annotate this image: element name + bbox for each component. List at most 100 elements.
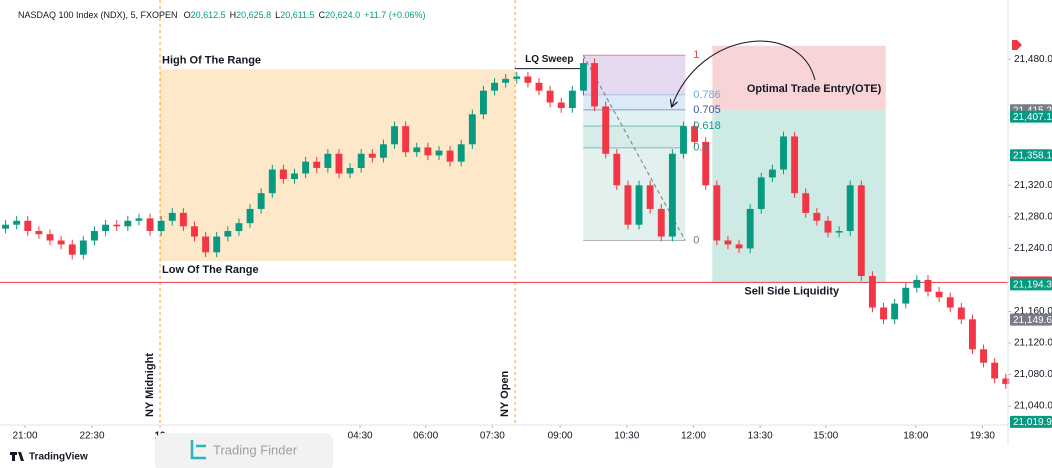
candle-body	[824, 220, 832, 233]
candle-body	[2, 224, 10, 229]
y-tick-label: 21,280.0	[1014, 211, 1052, 222]
candles	[2, 58, 1010, 389]
flag-icon	[1012, 40, 1017, 50]
x-tick-label: 22:30	[80, 431, 105, 442]
stop-zone	[712, 45, 886, 111]
candle-body	[179, 212, 187, 227]
candle-body	[468, 114, 476, 145]
candle-body	[768, 169, 776, 178]
candle-body	[680, 126, 687, 154]
candle-body	[835, 231, 843, 233]
candle-body	[402, 126, 410, 153]
price-label: 21,407.1	[1013, 112, 1052, 123]
candle-body	[446, 150, 454, 162]
ohlc-key: O	[184, 10, 191, 20]
candle-body	[568, 90, 576, 109]
x-tick-label: 13:30	[748, 431, 773, 442]
price-label: 21,194.3	[1013, 280, 1052, 291]
candle-body	[346, 167, 354, 174]
candle-body	[935, 291, 943, 298]
candle-body	[24, 220, 32, 232]
y-tick-label: 21,160.0	[1014, 306, 1052, 317]
candle-body	[880, 307, 887, 320]
candle-body	[146, 218, 154, 232]
candle-body	[124, 220, 132, 227]
ohlc-key: L	[275, 10, 280, 20]
candle-body	[302, 161, 310, 174]
watermark-box	[155, 433, 333, 468]
x-tick-label: 10:30	[614, 431, 639, 442]
watermark-icon	[190, 440, 206, 460]
candle-body	[991, 362, 999, 379]
fib-zone	[583, 109, 686, 126]
candle-body	[157, 220, 165, 232]
candle-body	[35, 231, 43, 235]
fib-label: 0.618	[693, 120, 721, 132]
x-tick-label: 19:30	[970, 431, 995, 442]
fib-trend	[582, 54, 686, 241]
y-tick-label: 21,040.0	[1014, 401, 1052, 412]
candle-body	[591, 63, 599, 107]
candle-body	[502, 78, 510, 83]
candle-body	[457, 144, 465, 162]
brand: TradingView	[29, 452, 88, 463]
y-tick-label: 21,320.0	[1014, 180, 1052, 191]
sweep-label: LQ Sweep	[525, 54, 573, 65]
candle-body	[279, 169, 287, 179]
candle-body	[435, 150, 443, 156]
y-tick-label: 21,240.0	[1014, 243, 1052, 254]
price-label: 21,019.9	[1013, 417, 1052, 428]
candle-body	[424, 147, 432, 156]
event-label: NY Open	[499, 370, 511, 417]
candle-body	[524, 76, 532, 83]
candle-body	[724, 240, 732, 245]
ohlc-key: C	[319, 10, 326, 20]
price-label-box	[1010, 149, 1052, 162]
candle-body	[213, 236, 221, 253]
candle-body	[657, 208, 665, 237]
candle-body	[379, 144, 387, 158]
candle-body	[13, 220, 21, 225]
candle-body	[780, 136, 787, 170]
x-tick-label: 18:00	[903, 431, 928, 442]
candle-body	[613, 153, 621, 186]
symbol: NASDAQ 100 Index (NDX), 5, FXOPEN	[18, 10, 178, 20]
x-tick-label: 06:00	[413, 431, 438, 442]
fib-zone	[583, 94, 686, 110]
candle-body	[668, 153, 676, 237]
x-tick-label: 15:00	[813, 431, 838, 442]
candle-body	[891, 303, 899, 320]
candle-body	[413, 147, 421, 153]
candle-body	[702, 141, 710, 186]
candle-body	[168, 212, 176, 221]
zones	[0, 0, 1008, 425]
ote-label: Optimal Trade Entry(OTE)	[747, 83, 882, 95]
candle-body	[68, 244, 76, 255]
watermark: Trading Finder	[213, 442, 298, 457]
candle-body	[813, 212, 821, 221]
candle-body	[557, 102, 565, 109]
ohlc-value: 20,624.0	[325, 10, 360, 20]
fib-zone	[583, 147, 686, 241]
fib-label: 1	[693, 49, 699, 61]
candle-body	[924, 279, 932, 292]
candle-body	[391, 126, 398, 145]
candle-body	[91, 231, 98, 241]
candle-body	[191, 226, 198, 237]
candle-body	[313, 161, 321, 168]
liquidity-label: Sell Side Liquidity	[744, 285, 840, 297]
candle-body	[602, 106, 610, 154]
candle-body	[1002, 378, 1010, 384]
candle-body	[57, 240, 65, 245]
candle-body	[235, 223, 243, 232]
event-label: NY Midnight	[144, 353, 156, 417]
y-tick-label: 21,120.0	[1014, 338, 1052, 349]
candle-body	[802, 193, 810, 213]
candle-body	[113, 224, 121, 227]
flag-icon	[1017, 40, 1022, 50]
candle-body	[324, 153, 332, 168]
candle-body	[791, 136, 799, 194]
ohlc-value: 20,625.8	[236, 10, 271, 20]
price-label-box	[1010, 313, 1052, 326]
